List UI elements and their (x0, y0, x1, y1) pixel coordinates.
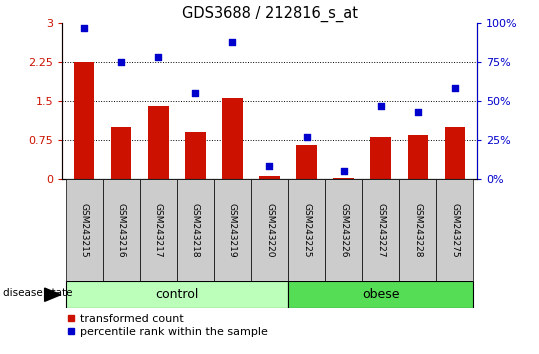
Text: GSM243275: GSM243275 (450, 203, 459, 257)
Bar (74, 62, 94, 179)
Point (154, 55, 163, 60)
Legend: transformed count, percentile rank within the sample: transformed count, percentile rank withi… (67, 314, 268, 337)
Point (265, 164, 274, 169)
Bar (445, 127, 465, 179)
Bar (185, 132, 205, 179)
Bar (296, 145, 317, 179)
Bar (407, 135, 428, 179)
Text: obese: obese (362, 288, 399, 301)
Bar (436, 179, 473, 281)
Text: GSM243216: GSM243216 (117, 203, 126, 257)
Bar (214, 179, 251, 281)
Text: GSM243227: GSM243227 (376, 203, 385, 257)
Polygon shape (45, 288, 61, 301)
Text: GSM243226: GSM243226 (339, 203, 348, 257)
Point (191, 90, 199, 96)
Point (451, 86, 459, 91)
Text: GSM243218: GSM243218 (191, 203, 200, 257)
Bar (288, 179, 325, 281)
Text: GSM243220: GSM243220 (265, 203, 274, 257)
Point (80, 25, 88, 30)
Bar (399, 179, 436, 281)
Title: GDS3688 / 212816_s_at: GDS3688 / 212816_s_at (182, 5, 357, 22)
Bar (177, 179, 214, 281)
Point (376, 103, 385, 108)
Point (228, 39, 237, 45)
Point (302, 134, 311, 139)
Text: GSM243219: GSM243219 (228, 203, 237, 257)
Text: GSM243217: GSM243217 (154, 203, 163, 257)
Bar (370, 137, 391, 179)
Bar (362, 179, 399, 281)
Bar (259, 176, 280, 179)
Text: disease state: disease state (3, 289, 73, 298)
Bar (66, 281, 288, 308)
Bar (111, 127, 132, 179)
Bar (103, 179, 140, 281)
Bar (148, 106, 169, 179)
Bar (140, 179, 177, 281)
Text: GSM243215: GSM243215 (80, 203, 89, 257)
Bar (288, 281, 473, 308)
Point (413, 109, 422, 115)
Bar (66, 179, 103, 281)
Point (340, 168, 348, 174)
Text: control: control (155, 288, 198, 301)
Point (117, 59, 126, 65)
Bar (334, 178, 354, 179)
Bar (222, 98, 243, 179)
Text: GSM243228: GSM243228 (413, 203, 422, 257)
Text: GSM243225: GSM243225 (302, 203, 311, 257)
Bar (325, 179, 362, 281)
Bar (251, 179, 288, 281)
